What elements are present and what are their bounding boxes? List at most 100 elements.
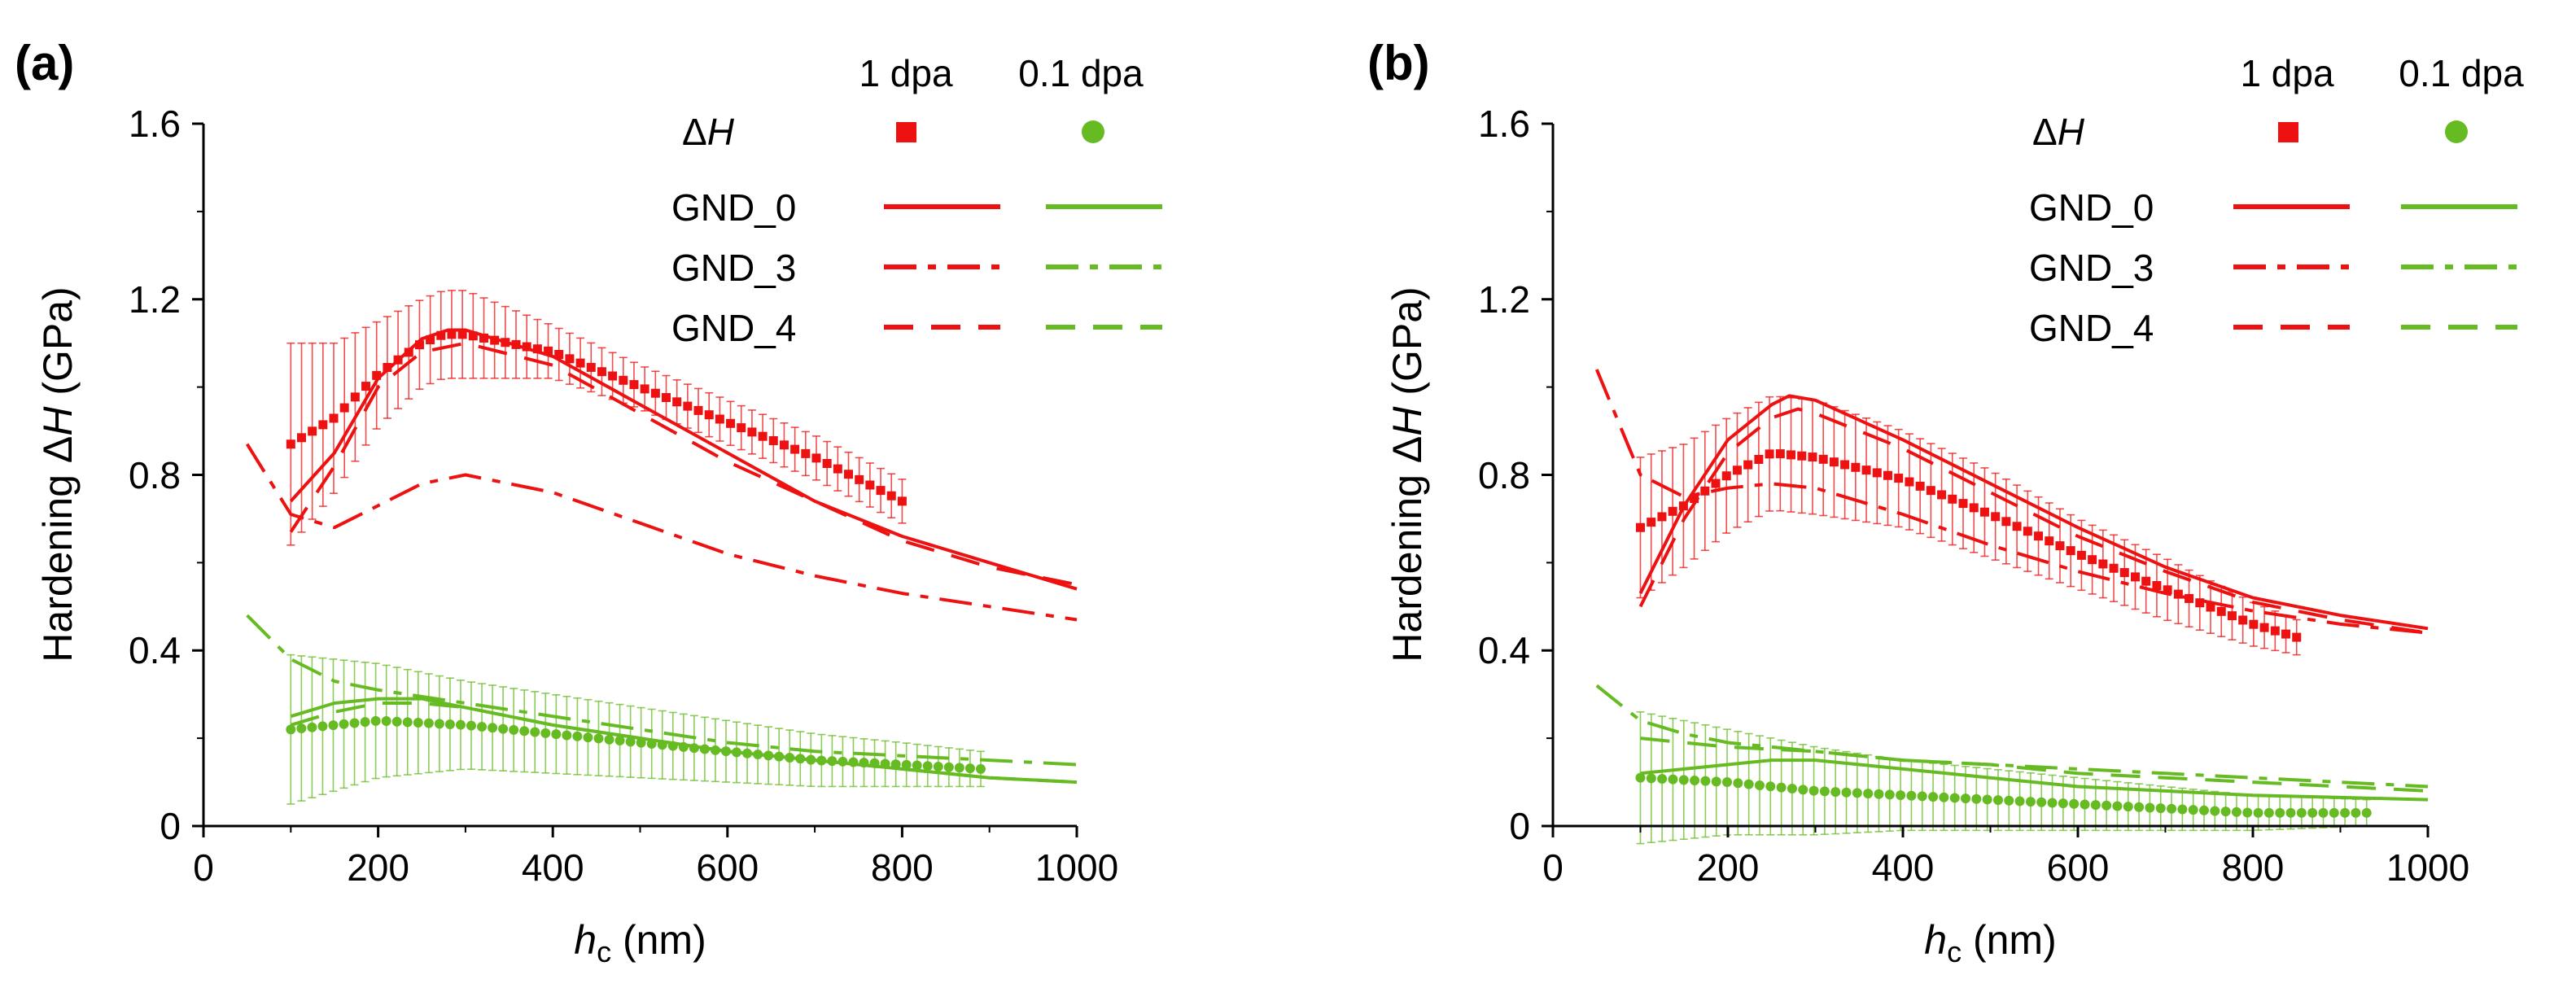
data-point	[640, 384, 649, 394]
data-point	[383, 362, 392, 372]
data-point	[466, 720, 476, 731]
legend-row-gnd3: GND_3	[2029, 247, 2154, 289]
data-point	[1851, 462, 1861, 472]
x-ticks-b	[1551, 826, 2429, 837]
data-point	[1874, 789, 1884, 799]
data-point	[922, 761, 933, 772]
data-point	[2216, 606, 2226, 616]
data-point	[693, 405, 703, 415]
x-tick-label: 200	[347, 846, 409, 889]
data-point	[1884, 789, 1895, 800]
data-point	[1798, 785, 1808, 795]
data-point	[1840, 460, 1850, 470]
data-point	[1678, 775, 1689, 785]
series-layer-b	[1594, 369, 2429, 845]
data-point	[2045, 536, 2054, 546]
data-point	[1647, 518, 1656, 527]
data-point	[1906, 790, 1917, 801]
data-point	[1982, 794, 1992, 805]
legend-row-gnd4: GND_4	[2029, 307, 2154, 349]
legend-row-deltah: ΔH	[2032, 111, 2085, 153]
data-point	[339, 719, 349, 729]
data-point	[943, 762, 954, 772]
data-point	[1721, 471, 1731, 481]
data-point	[519, 726, 530, 737]
data-point	[575, 358, 585, 368]
legend-row-gnd0: GND_0	[2029, 186, 2154, 229]
data-point	[1991, 512, 2001, 522]
data-point	[1961, 793, 1971, 804]
y-axis-prefix: Hardening Δ	[1384, 436, 1430, 662]
y-tick-label: 0.8	[1478, 454, 1530, 496]
legend-deltah-prefix: Δ	[2032, 111, 2058, 153]
data-point	[2090, 800, 2101, 811]
data-point	[498, 723, 509, 734]
data-point	[1754, 780, 1765, 790]
data-point	[975, 763, 986, 774]
y-tick-label: 1.2	[129, 278, 181, 321]
y-tick-label: 0	[160, 805, 181, 847]
series-2	[1638, 394, 2429, 631]
data-point	[1743, 779, 1754, 789]
data-point	[2155, 803, 2166, 814]
data-point	[2047, 798, 2058, 808]
legend-deltah-var: H	[2058, 111, 2085, 153]
data-point	[865, 480, 875, 490]
plot-area-a: 0 200 400 600 800 1000 0 0.4	[35, 103, 1118, 968]
series-line	[245, 443, 1078, 622]
series-line	[289, 341, 1078, 587]
data-point	[1657, 774, 1668, 785]
data-point	[1722, 777, 1733, 788]
data-point	[1690, 494, 1699, 504]
data-point	[1861, 466, 1871, 475]
x-axis-var: h	[1924, 917, 1947, 963]
x-ticks-a	[202, 826, 1078, 837]
data-point	[1775, 449, 1785, 459]
series-line	[1638, 394, 2429, 631]
data-point	[876, 486, 886, 496]
data-point	[1939, 792, 1949, 802]
data-point	[1819, 786, 1830, 797]
data-point	[1949, 793, 1960, 803]
data-point	[1979, 507, 1989, 517]
data-point	[1808, 785, 1819, 796]
data-point	[350, 392, 360, 402]
data-point	[434, 719, 444, 729]
data-point	[2292, 632, 2302, 642]
data-point	[608, 371, 618, 381]
data-point	[833, 464, 842, 474]
legend-col-01dpa: 0.1 dpa	[1018, 52, 1144, 94]
y-ticks-b	[1542, 122, 1553, 828]
data-point	[2055, 541, 2065, 551]
data-point	[2275, 807, 2285, 818]
data-point	[1958, 499, 1968, 509]
series-line	[289, 328, 1078, 591]
y-tick-labels-a: 0 0.4 0.8 1.2 1.6	[129, 103, 181, 847]
y-axis-prefix: Hardening Δ	[35, 436, 81, 662]
data-point	[964, 763, 975, 774]
data-point	[2361, 807, 2372, 818]
data-point	[1765, 449, 1774, 459]
x-tick-labels-a: 0 200 400 600 800 1000	[193, 846, 1118, 889]
data-point	[2227, 611, 2237, 621]
data-point	[2318, 807, 2329, 818]
data-point	[779, 440, 789, 450]
data-point	[2004, 795, 2014, 806]
data-point	[597, 367, 606, 377]
data-point	[2249, 619, 2259, 629]
data-point	[391, 716, 402, 727]
data-point	[2253, 807, 2263, 818]
plot-area-b: 0 200 400 600 800 1000 0 0.4	[1384, 103, 2469, 968]
data-point	[1905, 477, 1914, 487]
data-point	[339, 403, 349, 413]
data-point	[897, 496, 907, 506]
data-point	[423, 718, 434, 728]
legend-circle-marker	[1082, 120, 1104, 143]
data-point	[726, 418, 736, 428]
data-point	[381, 716, 391, 727]
data-point	[662, 392, 671, 402]
y-ticks-a	[192, 122, 203, 828]
data-point	[1896, 790, 1906, 801]
data-point	[2145, 802, 2155, 813]
